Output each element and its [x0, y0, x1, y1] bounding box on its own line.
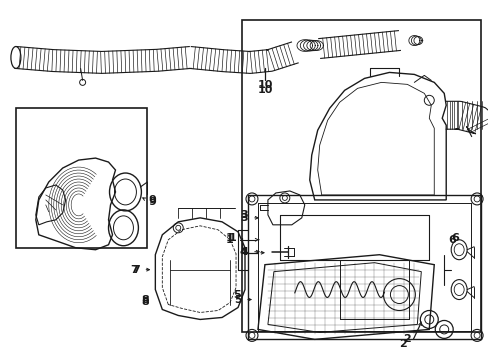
- Text: 3: 3: [240, 213, 247, 223]
- Bar: [16, 108, 147, 248]
- Text: 7: 7: [132, 265, 140, 275]
- Text: 3: 3: [240, 210, 247, 220]
- Text: 5: 5: [234, 294, 242, 305]
- Text: 8: 8: [141, 294, 149, 305]
- Text: 4: 4: [240, 247, 247, 257]
- Text: 9: 9: [148, 197, 156, 207]
- Bar: [242, 21, 480, 332]
- Text: 10: 10: [257, 80, 272, 90]
- Text: 2: 2: [399, 339, 407, 349]
- Text: 8: 8: [141, 297, 149, 306]
- Text: 1: 1: [228, 233, 236, 243]
- Text: 1: 1: [225, 235, 233, 245]
- Text: 5: 5: [233, 289, 241, 300]
- Text: 1: 1: [225, 233, 233, 243]
- Text: 6: 6: [450, 233, 458, 243]
- Text: 2: 2: [403, 334, 410, 345]
- Text: 4: 4: [239, 247, 246, 257]
- Text: 6: 6: [447, 235, 455, 245]
- Text: 10: 10: [257, 85, 272, 95]
- Text: 9: 9: [148, 195, 156, 205]
- Text: 7: 7: [130, 265, 138, 275]
